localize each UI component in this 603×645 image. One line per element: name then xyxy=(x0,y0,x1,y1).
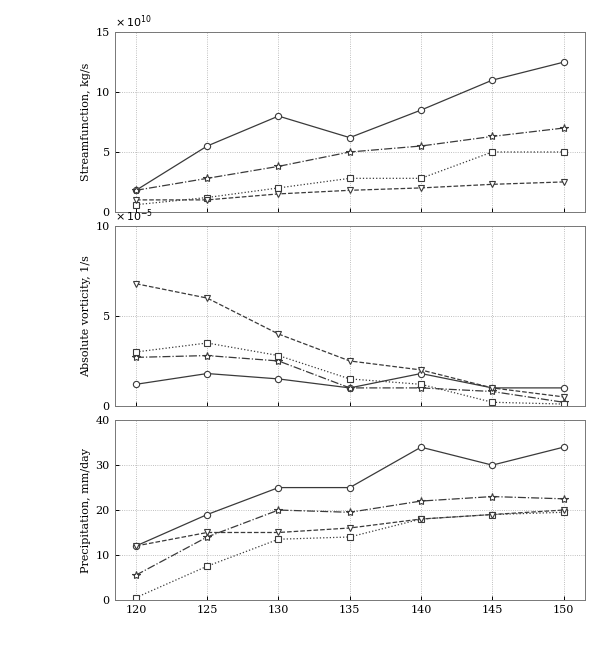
Text: $\times\,10^{-5}$: $\times\,10^{-5}$ xyxy=(115,208,153,224)
Y-axis label: Precipitation, mm/day: Precipitation, mm/day xyxy=(81,448,91,573)
Y-axis label: Streamfunction, kg/s: Streamfunction, kg/s xyxy=(81,63,91,181)
Text: $\times\,10^{10}$: $\times\,10^{10}$ xyxy=(115,14,152,30)
Y-axis label: Absolute vorticity, 1/s: Absolute vorticity, 1/s xyxy=(81,255,91,377)
